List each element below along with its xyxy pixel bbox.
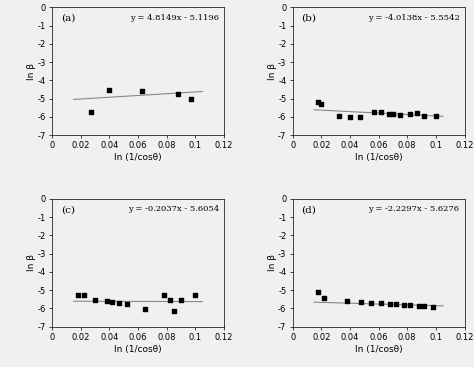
Point (406, 110, 414, 116)
X-axis label: ln (1/cosθ): ln (1/cosθ) (355, 153, 402, 162)
Point (109, 299, 116, 305)
Y-axis label: ln β: ln β (268, 254, 277, 271)
X-axis label: ln (1/cosθ): ln (1/cosθ) (114, 153, 162, 162)
Text: (a): (a) (61, 14, 75, 23)
Point (420, 303, 428, 309)
Point (343, 298, 351, 304)
Point (166, 297, 173, 303)
Point (177, 297, 185, 303)
Point (357, 299, 365, 305)
Point (74, 292, 82, 298)
Point (106, 87, 113, 93)
Point (415, 303, 422, 309)
Point (371, 109, 378, 115)
Point (103, 298, 110, 304)
Point (174, 91, 182, 97)
Point (315, 289, 322, 295)
Point (87, 109, 95, 115)
Point (378, 300, 385, 306)
Point (432, 113, 440, 119)
Point (123, 301, 130, 307)
Y-axis label: ln β: ln β (268, 63, 277, 80)
Point (392, 301, 400, 307)
Point (91, 297, 99, 303)
Text: y = -4.0138x - 5.5542: y = -4.0138x - 5.5542 (368, 14, 459, 22)
Point (406, 302, 414, 308)
Text: y = 4.8149x - 5.1196: y = 4.8149x - 5.1196 (130, 14, 219, 22)
Point (187, 96, 195, 102)
Point (318, 101, 325, 107)
Point (191, 292, 199, 298)
X-axis label: ln (1/cosθ): ln (1/cosθ) (114, 345, 162, 354)
Text: y = -2.2297x - 5.6276: y = -2.2297x - 5.6276 (368, 205, 459, 213)
Point (386, 301, 394, 307)
Point (413, 110, 421, 116)
Text: y = -0.2037x - 5.6054: y = -0.2037x - 5.6054 (128, 205, 219, 213)
Point (401, 302, 408, 308)
Text: (d): (d) (301, 205, 316, 214)
X-axis label: ln (1/cosθ): ln (1/cosθ) (355, 345, 402, 354)
Y-axis label: ln β: ln β (27, 254, 36, 271)
Point (378, 109, 385, 115)
Point (420, 113, 428, 119)
Point (138, 88, 146, 94)
Point (356, 114, 364, 120)
Point (396, 112, 404, 118)
Point (141, 306, 149, 312)
Point (389, 111, 397, 117)
Y-axis label: ln β: ln β (27, 63, 36, 80)
Point (320, 295, 328, 301)
Point (170, 308, 178, 313)
Point (116, 300, 123, 306)
Point (80, 292, 87, 298)
Point (368, 299, 375, 305)
Point (160, 292, 168, 298)
Point (315, 99, 322, 105)
Text: (c): (c) (61, 205, 75, 214)
Text: (b): (b) (301, 14, 316, 23)
Point (346, 114, 354, 120)
Point (385, 111, 392, 117)
Point (429, 304, 437, 309)
Point (335, 113, 342, 119)
